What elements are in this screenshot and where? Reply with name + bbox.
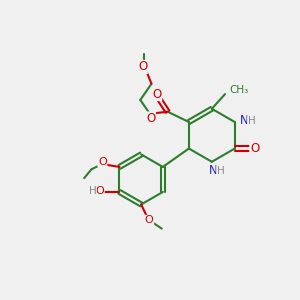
Text: H: H	[248, 116, 255, 126]
Text: O: O	[98, 157, 107, 166]
Text: H: H	[217, 166, 224, 176]
Text: O: O	[152, 88, 162, 100]
Text: O: O	[145, 215, 154, 225]
Text: N: N	[240, 114, 249, 127]
Text: O: O	[95, 186, 104, 197]
Text: CH₃: CH₃	[230, 85, 249, 95]
Text: O: O	[138, 61, 147, 74]
Text: O: O	[250, 142, 259, 155]
Text: H: H	[88, 186, 96, 197]
Text: N: N	[209, 164, 218, 177]
Text: O: O	[146, 112, 155, 125]
